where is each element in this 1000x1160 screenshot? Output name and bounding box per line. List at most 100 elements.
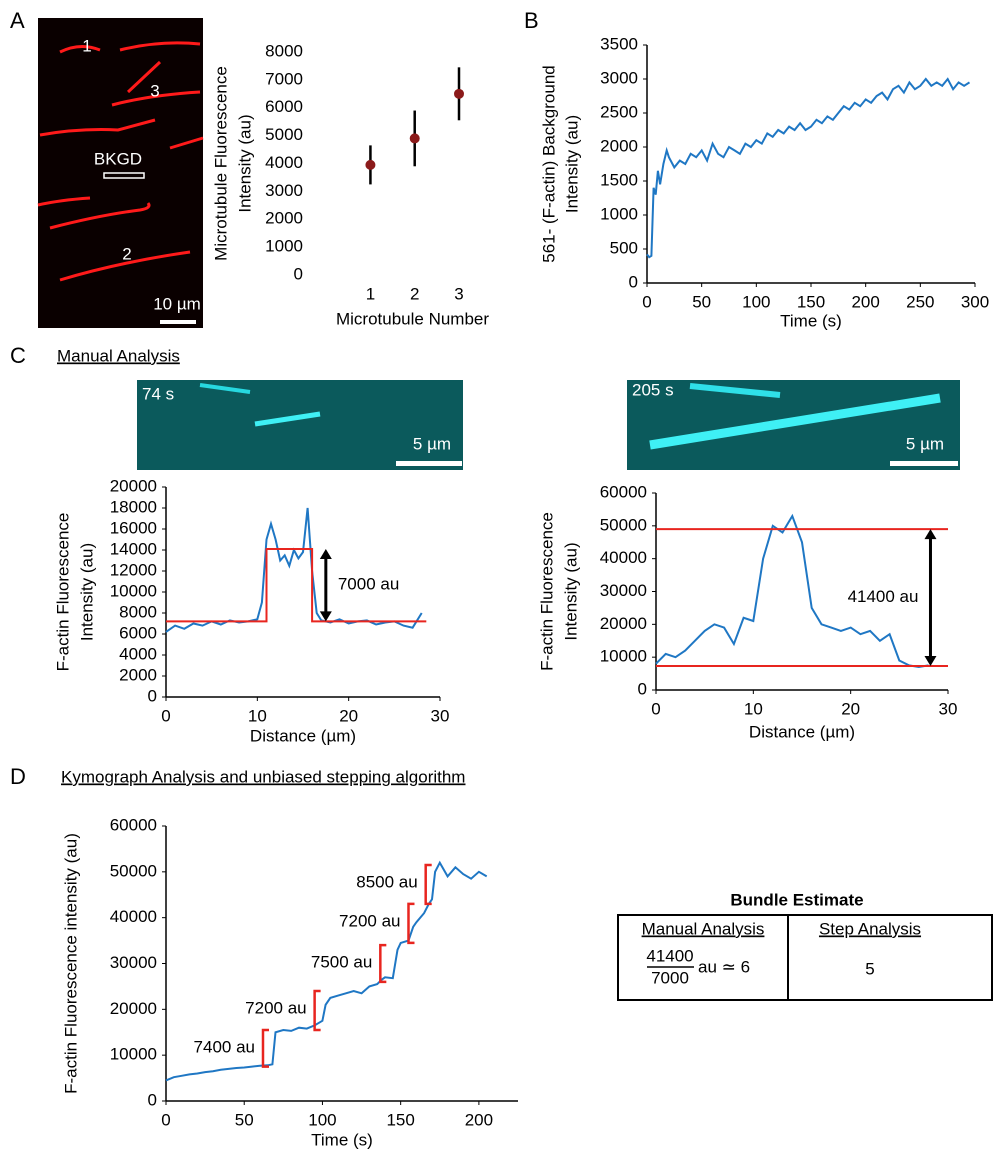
x-tick-label: 100	[308, 1110, 336, 1129]
y-tick-label: 8000	[119, 602, 157, 621]
y-tick-label: 2000	[600, 136, 638, 155]
scale-bar-label: 10 µm	[153, 294, 201, 313]
y-tick-label: 4000	[119, 644, 157, 663]
step-bracket	[313, 989, 321, 1032]
y-tick-label: 2000	[265, 209, 303, 228]
x-tick-label: 30	[431, 706, 450, 725]
step-bracket	[407, 902, 415, 945]
step-label: 7400 au	[194, 1037, 255, 1056]
y-tick-label: 6000	[119, 623, 157, 642]
time-label: 74 s	[142, 384, 174, 403]
annotation: 7000 au	[338, 575, 399, 594]
y-axis-title: Intensity (au)	[561, 542, 580, 640]
y-tick-label: 0	[148, 686, 157, 705]
x-tick-label: 1	[366, 284, 375, 303]
x-tick-label: 2	[410, 284, 419, 303]
x-tick-label: 10	[744, 699, 763, 718]
image-label: 3	[150, 81, 159, 100]
x-tick-label: 250	[906, 292, 934, 311]
y-tick-label: 16000	[110, 518, 157, 537]
line	[655, 513, 929, 669]
step-label: 7200 au	[339, 911, 400, 930]
x-tick-label: 200	[465, 1110, 493, 1129]
line	[165, 507, 423, 633]
x-axis-title: Time (s)	[780, 311, 842, 330]
x-tick-label: 20	[841, 699, 860, 718]
y-tick-label: 18000	[110, 497, 157, 516]
time-label: 205 s	[632, 380, 674, 399]
panel-label: D	[10, 764, 26, 789]
point	[365, 159, 376, 170]
y-tick-label: 30000	[110, 953, 157, 972]
scale-bar-label: 5 µm	[906, 434, 944, 453]
section-title: Manual Analysis	[57, 346, 180, 365]
image-label: 1	[82, 36, 91, 55]
y-axis-title: 561- (F-actin) Background	[539, 65, 558, 262]
y-tick-label: 10000	[110, 1045, 157, 1064]
x-tick-label: 50	[692, 292, 711, 311]
table-header: Manual Analysis	[642, 919, 765, 938]
y-tick-label: 7000	[265, 69, 303, 88]
y-tick-label: 60000	[110, 815, 157, 834]
y-tick-label: 0	[148, 1090, 157, 1109]
scale-bar-label: 5 µm	[413, 434, 451, 453]
y-tick-label: 4000	[265, 153, 303, 172]
y-tick-label: 3000	[265, 181, 303, 200]
y-tick-label: 12000	[110, 560, 157, 579]
y-tick-label: 50000	[110, 861, 157, 880]
point	[409, 133, 420, 144]
y-tick-label: 40000	[600, 548, 647, 567]
fraction-numerator: 41400	[646, 946, 693, 965]
y-tick-label: 1500	[600, 170, 638, 189]
y-tick-label: 50000	[600, 515, 647, 534]
x-tick-label: 300	[961, 292, 989, 311]
x-tick-label: 10	[248, 706, 267, 725]
y-tick-label: 10000	[110, 581, 157, 600]
x-tick-label: 0	[161, 1110, 170, 1129]
micrograph: 1 3 BKGD 2 10 µm	[37, 18, 204, 328]
point	[454, 88, 464, 99]
micrograph: 205 s 5 µm	[627, 380, 960, 470]
line	[646, 77, 971, 259]
step-label: 7200 au	[245, 998, 306, 1017]
y-tick-label: 6000	[265, 97, 303, 116]
line	[165, 860, 488, 1082]
x-axis-title: Distance (µm)	[250, 726, 356, 745]
step-bracket	[261, 1028, 269, 1068]
x-tick-label: 3	[454, 284, 463, 303]
y-axis-title: Intensity (au)	[77, 543, 96, 641]
panel-label: C	[10, 343, 26, 368]
y-tick-label: 3500	[600, 34, 638, 53]
y-tick-label: 14000	[110, 539, 157, 558]
micrograph: 74 s 5 µm	[137, 380, 463, 470]
image-label: BKGD	[94, 149, 142, 168]
table-title: Bundle Estimate	[730, 890, 863, 909]
y-tick-label: 60000	[600, 482, 647, 501]
y-axis-title: F-actin Fluorescence	[537, 512, 556, 671]
step-bracket	[424, 863, 432, 906]
line	[166, 548, 427, 623]
y-tick-label: 40000	[110, 907, 157, 926]
x-axis-title: Time (s)	[311, 1130, 373, 1149]
x-tick-label: 30	[939, 699, 958, 718]
y-tick-label: 2500	[600, 102, 638, 121]
fraction-result: au ≃ 6	[698, 957, 750, 976]
y-tick-label: 3000	[600, 68, 638, 87]
x-tick-label: 0	[651, 699, 660, 718]
y-tick-label: 2000	[119, 665, 157, 684]
y-tick-label: 0	[294, 264, 303, 283]
y-axis-title: Microtubule Fluorescence	[211, 66, 230, 261]
y-tick-label: 500	[610, 238, 638, 257]
y-axis-title: Intensity (au)	[562, 115, 581, 213]
panel-label: B	[524, 8, 539, 33]
y-tick-label: 10000	[600, 647, 647, 666]
x-axis-title: Distance (µm)	[749, 722, 855, 741]
x-tick-label: 0	[161, 706, 170, 725]
table-header: Step Analysis	[819, 919, 921, 938]
x-tick-label: 50	[235, 1110, 254, 1129]
y-axis-title: F-actin Fluorescence	[53, 513, 72, 672]
y-tick-label: 20000	[110, 476, 157, 495]
x-tick-label: 150	[797, 292, 825, 311]
x-tick-label: 0	[642, 292, 651, 311]
bundle-table: Bundle Estimate Manual Analysis Step Ana…	[617, 890, 993, 1001]
